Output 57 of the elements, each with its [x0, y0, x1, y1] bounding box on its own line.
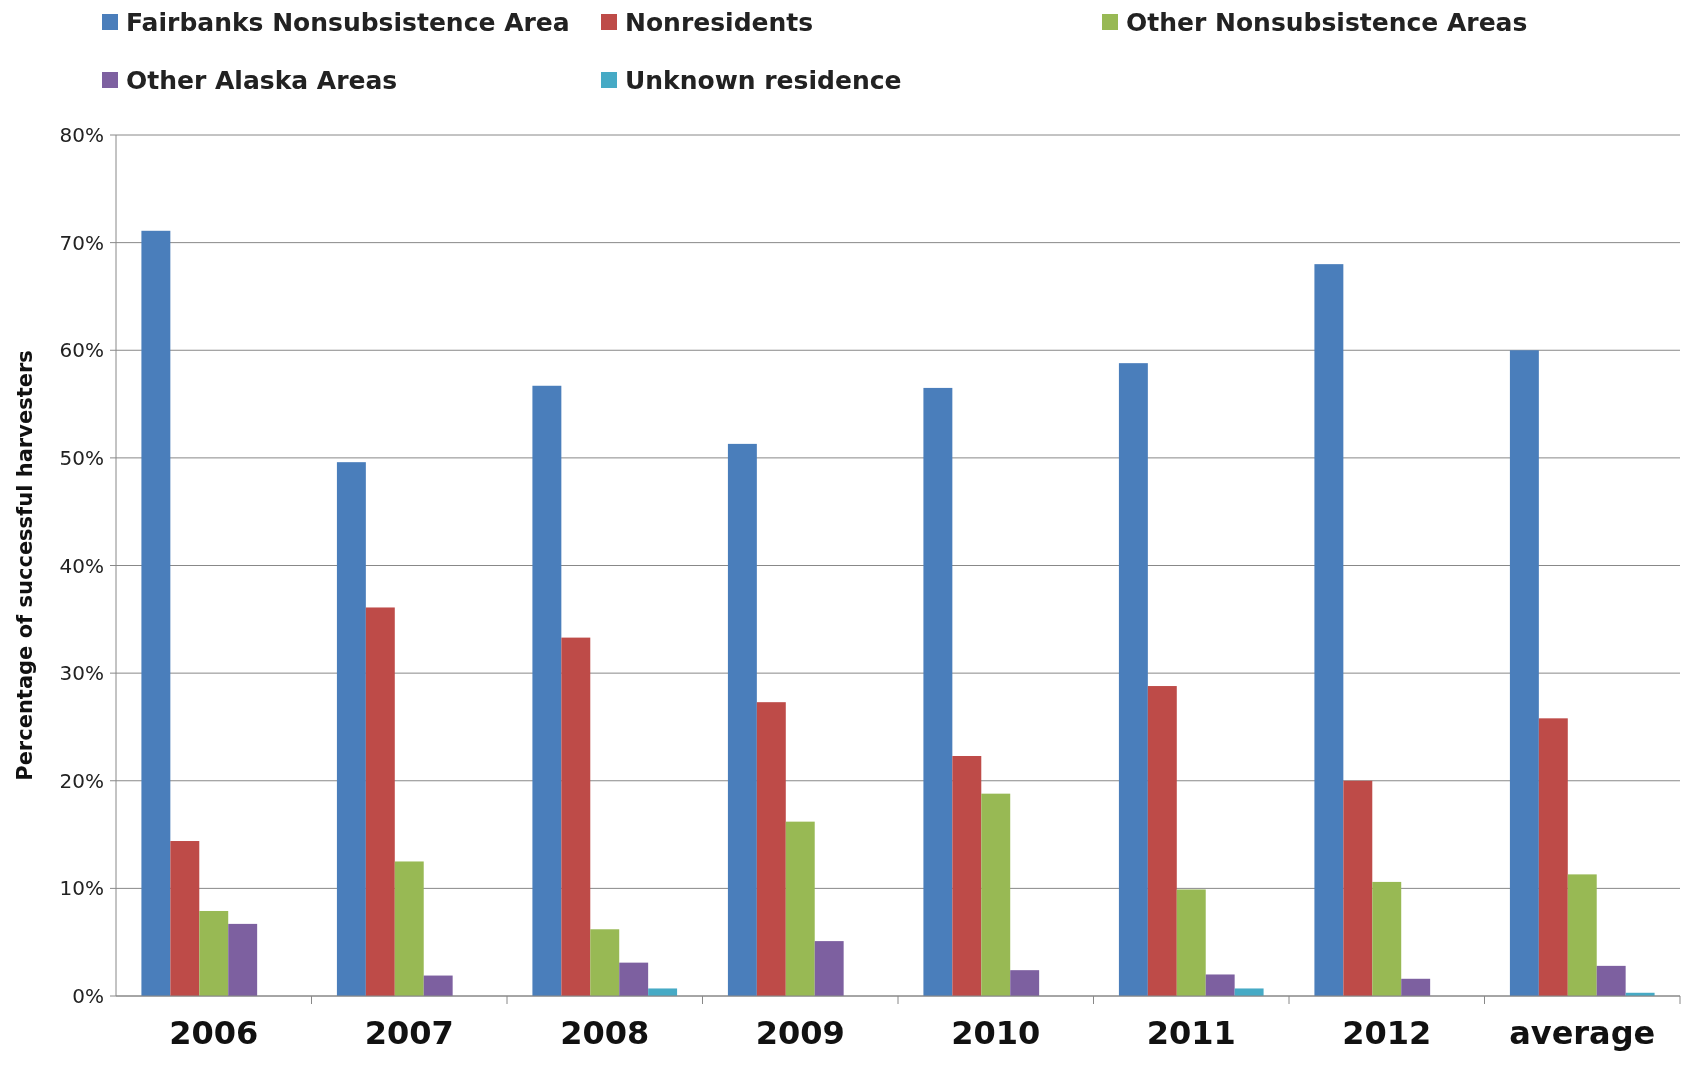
bar [1234, 988, 1264, 996]
bar [1147, 686, 1177, 996]
bar [561, 637, 591, 996]
bar [532, 385, 562, 996]
x-tick-label: 2010 [951, 1014, 1041, 1052]
bar [923, 387, 953, 996]
y-tick-label: 40% [59, 553, 104, 578]
bar [1118, 363, 1148, 996]
bar [619, 962, 649, 996]
y-tick-label: 80% [59, 123, 104, 147]
x-tick-label: 2006 [169, 1014, 259, 1052]
bar [756, 702, 786, 996]
bar [1596, 965, 1626, 996]
bar [1509, 350, 1539, 996]
legend-label: Nonresidents [625, 7, 814, 37]
bar [1343, 780, 1373, 996]
bar [394, 861, 424, 996]
x-tick-label: 2008 [560, 1014, 650, 1052]
bar [648, 988, 678, 996]
y-tick-label: 50% [59, 445, 104, 470]
bar [1314, 264, 1344, 996]
x-tick-label: average [1509, 1014, 1656, 1052]
y-tick-label: 70% [59, 230, 104, 255]
x-tick-label: 2009 [755, 1014, 845, 1052]
bar [814, 941, 844, 996]
bar [1401, 978, 1431, 996]
bar [981, 793, 1011, 996]
bar [785, 821, 815, 996]
bar [1372, 881, 1402, 996]
y-tick-label: 0% [72, 984, 104, 1008]
bar [170, 841, 200, 996]
bar [423, 975, 453, 996]
y-tick-label: 30% [59, 661, 104, 686]
bar [228, 923, 258, 996]
x-tick-label: 2007 [364, 1014, 454, 1052]
legend-label: Unknown residence [625, 65, 902, 95]
bar [199, 910, 229, 996]
legend-label: Other Alaska Areas [126, 65, 398, 95]
bar [952, 756, 982, 996]
y-tick-label: 20% [59, 768, 104, 793]
y-axis-title: Percentage of successful harvesters [13, 350, 37, 781]
legend-label: Other Nonsubsistence Areas [1126, 7, 1528, 37]
legend-label: Fairbanks Nonsubsistence Area [126, 7, 570, 37]
bar [141, 230, 171, 996]
bar [1538, 718, 1568, 996]
bar [1176, 889, 1206, 996]
bar [336, 462, 366, 996]
x-tick-label: 2012 [1342, 1014, 1432, 1052]
bar [1567, 874, 1597, 996]
bar [727, 443, 757, 996]
y-tick-label: 10% [59, 876, 104, 901]
x-tick-label: 2011 [1146, 1014, 1236, 1052]
bar [1010, 970, 1040, 996]
bar [590, 929, 620, 996]
bar [365, 607, 395, 996]
y-tick-label: 60% [59, 338, 104, 363]
bar [1205, 974, 1235, 996]
